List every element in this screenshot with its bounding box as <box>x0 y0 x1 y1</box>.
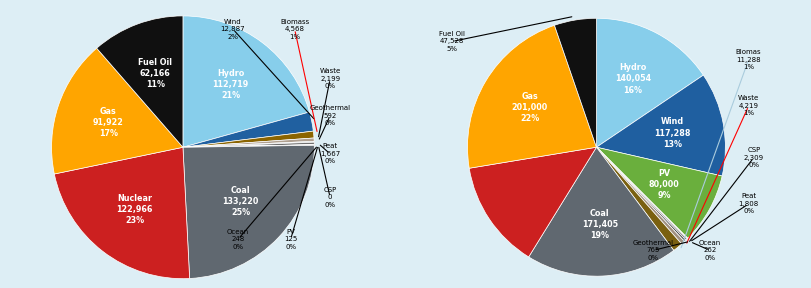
Wedge shape <box>182 138 314 147</box>
Text: Ocean
248
0%: Ocean 248 0% <box>227 229 249 250</box>
Wedge shape <box>596 147 721 238</box>
Wedge shape <box>554 18 596 147</box>
Wedge shape <box>596 147 685 241</box>
Text: CSP
0
0%: CSP 0 0% <box>323 187 337 208</box>
Text: Geothermal
592
0%: Geothermal 592 0% <box>309 105 350 126</box>
Text: Fuel Oil
47,528
5%: Fuel Oil 47,528 5% <box>439 31 465 52</box>
Text: Coal
171,405
19%: Coal 171,405 19% <box>581 209 617 240</box>
Wedge shape <box>596 147 687 239</box>
Wedge shape <box>52 48 182 174</box>
Text: Coal
133,220
25%: Coal 133,220 25% <box>222 185 259 217</box>
Wedge shape <box>182 131 314 147</box>
Text: Nuclear
122,328
14%: Nuclear 122,328 14% <box>513 175 550 206</box>
Text: Gas
91,922
17%: Gas 91,922 17% <box>92 107 123 138</box>
Wedge shape <box>97 16 182 147</box>
Text: Hydro
140,054
16%: Hydro 140,054 16% <box>614 63 650 94</box>
Text: CSP
2,309
0%: CSP 2,309 0% <box>743 147 763 168</box>
Wedge shape <box>596 147 684 244</box>
Text: Wind
12,887
2%: Wind 12,887 2% <box>221 18 245 39</box>
Wedge shape <box>596 147 686 239</box>
Wedge shape <box>596 75 724 176</box>
Text: Geothermal
765
0%: Geothermal 765 0% <box>632 240 673 261</box>
Wedge shape <box>182 145 314 147</box>
Text: Waste
2,199
0%: Waste 2,199 0% <box>319 69 341 90</box>
Text: Peat
1,808
0%: Peat 1,808 0% <box>737 194 757 215</box>
Wedge shape <box>182 112 313 147</box>
Text: PV
125
0%: PV 125 0% <box>284 229 297 250</box>
Text: Fuel Oil
62,166
11%: Fuel Oil 62,166 11% <box>138 58 172 89</box>
Wedge shape <box>182 142 314 147</box>
Text: Wind
117,288
13%: Wind 117,288 13% <box>654 118 690 149</box>
Wedge shape <box>596 18 702 147</box>
Wedge shape <box>596 147 680 251</box>
Wedge shape <box>182 145 314 147</box>
Text: PV
80,000
9%: PV 80,000 9% <box>648 169 679 200</box>
Text: Gas
201,000
22%: Gas 201,000 22% <box>511 92 547 123</box>
Text: Nuclear
122,966
23%: Nuclear 122,966 23% <box>117 194 152 225</box>
Text: Waste
4,219
1%: Waste 4,219 1% <box>737 95 758 116</box>
Text: Peat
1,667
0%: Peat 1,667 0% <box>320 143 340 164</box>
Text: Blomas
11,288
1%: Blomas 11,288 1% <box>735 49 761 70</box>
Wedge shape <box>469 147 596 257</box>
Wedge shape <box>596 147 686 240</box>
Wedge shape <box>182 145 314 147</box>
Wedge shape <box>528 147 673 276</box>
Wedge shape <box>54 147 190 279</box>
Wedge shape <box>467 25 596 168</box>
Wedge shape <box>182 145 314 278</box>
Wedge shape <box>182 16 309 147</box>
Text: Hydro
112,719
21%: Hydro 112,719 21% <box>212 69 248 100</box>
Text: Ocean
262
0%: Ocean 262 0% <box>698 240 720 261</box>
Text: Biomass
4,568
1%: Biomass 4,568 1% <box>280 18 309 39</box>
Wedge shape <box>182 141 314 147</box>
